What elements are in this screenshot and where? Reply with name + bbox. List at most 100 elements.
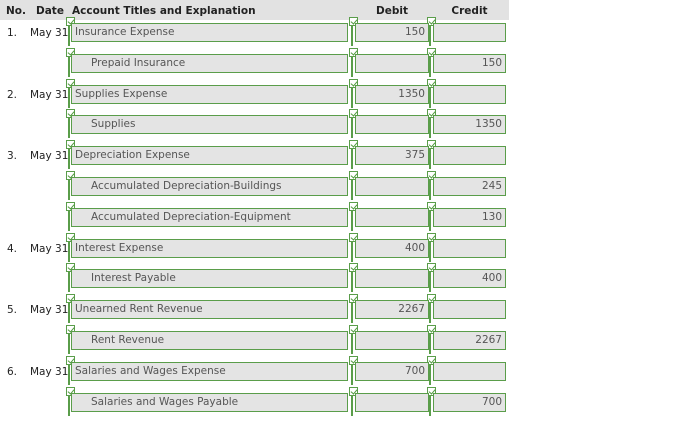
check-icon — [427, 140, 436, 150]
check-icon — [427, 386, 436, 396]
check-icon — [349, 232, 358, 242]
journal-row: Accumulated Depreciation-Buildings 245 — [0, 171, 692, 202]
status-bar — [429, 267, 431, 293]
debit-field[interactable]: 375 — [355, 146, 429, 166]
account-title-field[interactable]: Salaries and Wages Payable — [71, 392, 348, 412]
debit-field[interactable]: 400 — [355, 238, 429, 258]
status-bar — [351, 359, 353, 385]
debit-field[interactable]: 150 — [355, 23, 429, 42]
entry-number: 5. — [7, 304, 18, 317]
status-bar — [429, 21, 431, 46]
credit-field[interactable]: 150 — [433, 53, 506, 73]
check-icon — [66, 232, 75, 242]
account-title-field[interactable]: Depreciation Expense — [71, 146, 348, 166]
credit-field[interactable]: 1350 — [433, 115, 506, 135]
credit-field[interactable]: 2267 — [433, 331, 506, 350]
check-icon — [349, 355, 358, 365]
status-bar — [429, 113, 431, 139]
check-icon — [66, 263, 75, 273]
debit-field[interactable]: 1350 — [355, 84, 429, 104]
entry-number: 2. — [7, 88, 18, 101]
account-title-field[interactable]: Interest Payable — [71, 269, 348, 289]
debit-field[interactable]: 2267 — [355, 300, 429, 320]
debit-field[interactable] — [355, 53, 429, 73]
entry-date: May 31 — [30, 304, 69, 317]
account-title-field[interactable]: Unearned Rent Revenue — [71, 300, 348, 320]
check-icon — [349, 140, 358, 150]
check-icon — [349, 325, 358, 334]
debit-field[interactable] — [355, 177, 429, 196]
status-bar — [429, 82, 431, 108]
debit-field[interactable] — [355, 207, 429, 227]
check-icon — [427, 109, 436, 119]
account-title-field[interactable]: Accumulated Depreciation-Equipment — [71, 207, 348, 227]
journal-row: Interest Payable 400 — [0, 263, 692, 294]
debit-field[interactable]: 700 — [355, 361, 429, 381]
check-icon — [66, 201, 75, 211]
check-icon — [66, 325, 75, 334]
credit-field[interactable] — [433, 84, 506, 104]
check-icon — [427, 263, 436, 273]
account-title-field[interactable]: Prepaid Insurance — [71, 53, 348, 73]
status-bar — [68, 113, 70, 139]
account-title-field[interactable]: Insurance Expense — [71, 23, 348, 42]
status-bar — [351, 329, 353, 354]
header-account: Account Titles and Explanation — [72, 5, 256, 17]
status-bar — [351, 51, 353, 77]
check-icon — [349, 263, 358, 273]
status-bar — [351, 236, 353, 262]
check-icon — [66, 386, 75, 396]
check-icon — [349, 17, 358, 26]
status-bar — [429, 298, 431, 324]
check-icon — [427, 355, 436, 365]
debit-field[interactable] — [355, 269, 429, 289]
credit-field[interactable]: 130 — [433, 207, 506, 227]
header-debit: Debit — [376, 5, 408, 17]
table-header: No. Date Account Titles and Explanation … — [0, 0, 509, 20]
credit-field[interactable] — [433, 238, 506, 258]
journal-row: 1. May 31 Insurance Expense 150 — [0, 17, 692, 48]
check-icon — [427, 325, 436, 334]
check-icon — [427, 78, 436, 88]
status-bar — [429, 175, 431, 200]
status-bar — [68, 144, 70, 170]
credit-field[interactable] — [433, 361, 506, 381]
status-bar — [351, 267, 353, 293]
entry-date: May 31 — [30, 27, 69, 39]
entry-date: May 31 — [30, 365, 69, 378]
status-bar — [429, 236, 431, 262]
account-title-field[interactable]: Rent Revenue — [71, 331, 348, 350]
check-icon — [349, 386, 358, 396]
status-bar — [68, 175, 70, 200]
debit-field[interactable] — [355, 331, 429, 350]
account-title-field[interactable]: Supplies — [71, 115, 348, 135]
debit-field[interactable] — [355, 392, 429, 412]
status-bar — [68, 267, 70, 293]
account-title-field[interactable]: Salaries and Wages Expense — [71, 361, 348, 381]
credit-field[interactable]: 700 — [433, 392, 506, 412]
credit-field[interactable] — [433, 146, 506, 166]
journal-row: Accumulated Depreciation-Equipment 130 — [0, 201, 692, 233]
entry-date: May 31 — [30, 242, 69, 255]
status-bar — [68, 298, 70, 324]
check-icon — [427, 47, 436, 57]
credit-field[interactable]: 245 — [433, 177, 506, 196]
debit-field[interactable] — [355, 115, 429, 135]
status-bar — [68, 329, 70, 354]
account-title-field[interactable]: Interest Expense — [71, 238, 348, 258]
check-icon — [66, 47, 75, 57]
check-icon — [66, 355, 75, 365]
credit-field[interactable] — [433, 300, 506, 320]
account-title-field[interactable]: Accumulated Depreciation-Buildings — [71, 177, 348, 196]
credit-field[interactable]: 400 — [433, 269, 506, 289]
status-bar — [68, 359, 70, 385]
entry-number: 6. — [7, 365, 18, 378]
entry-date: May 31 — [30, 88, 69, 101]
status-bar — [351, 390, 353, 416]
entry-date: May 31 — [30, 150, 69, 163]
journal-row: 2. May 31 Supplies Expense 1350 — [0, 78, 692, 110]
account-title-field[interactable]: Supplies Expense — [71, 84, 348, 104]
status-bar — [351, 113, 353, 139]
credit-field[interactable] — [433, 23, 506, 42]
journal-row: Supplies 1350 — [0, 109, 692, 140]
